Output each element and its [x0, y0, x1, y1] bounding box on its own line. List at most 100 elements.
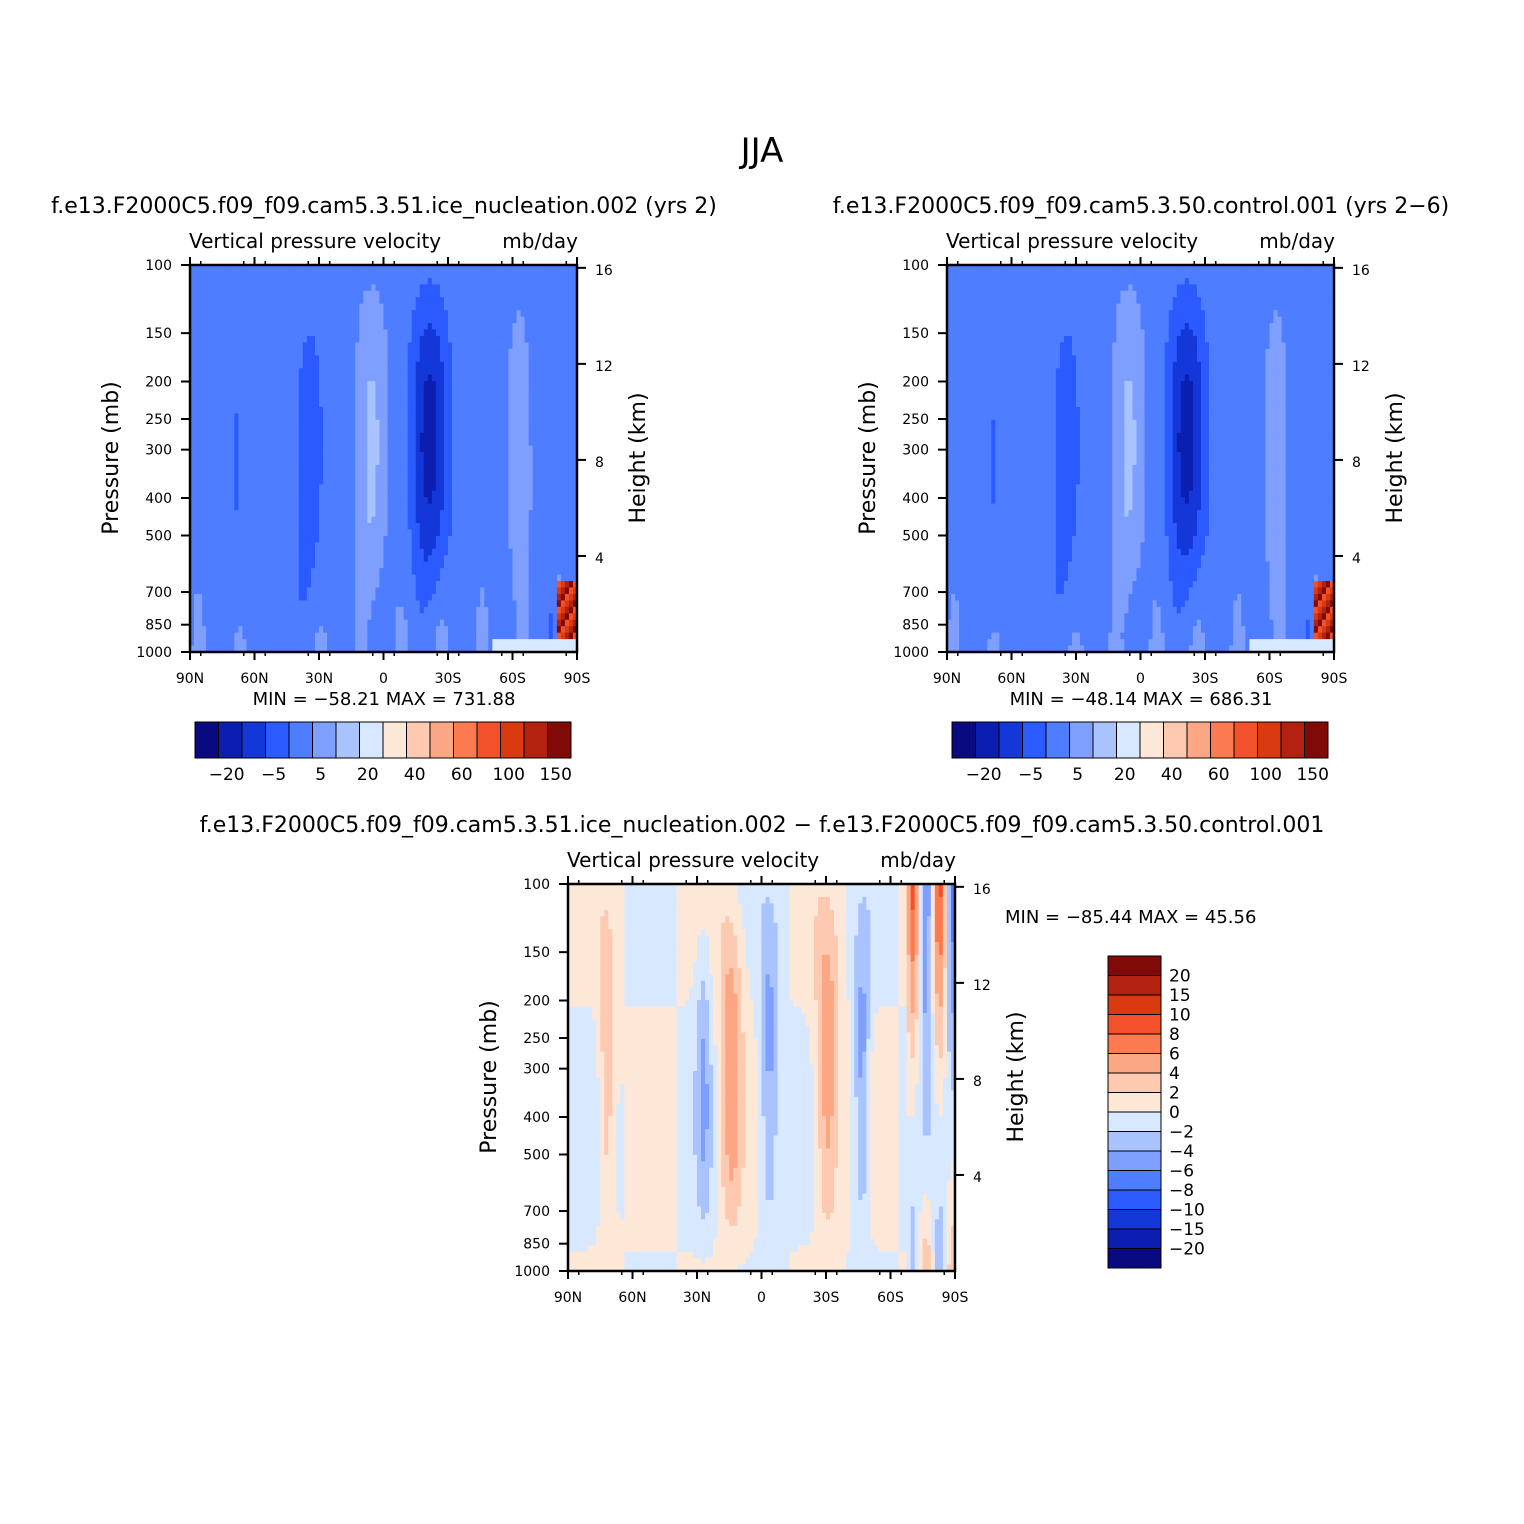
contour-cell — [314, 581, 320, 589]
contour-cell — [266, 368, 272, 376]
contour-cell — [484, 471, 489, 479]
contour-cell — [327, 445, 332, 453]
contour-cell — [258, 348, 264, 356]
contour-cell — [254, 284, 260, 292]
contour-cell — [452, 445, 457, 453]
contour-cell — [480, 284, 485, 292]
contour-cell — [363, 361, 368, 369]
contour-cell — [391, 516, 397, 524]
contour-cell — [484, 310, 489, 318]
contour-cell — [310, 542, 316, 550]
contour-cell — [452, 516, 457, 524]
contour-cell — [504, 387, 510, 395]
contour-cell — [351, 464, 356, 472]
contour-cell — [230, 626, 235, 634]
contour-cell — [355, 548, 360, 556]
contour-cell — [411, 574, 417, 582]
contour-cell — [516, 619, 522, 627]
contour-cell — [258, 555, 264, 563]
contour-cell — [448, 271, 453, 279]
contour-cell — [488, 574, 493, 582]
contour-cell — [516, 348, 522, 356]
contour-cell — [266, 490, 272, 498]
contour-cell — [520, 471, 526, 479]
contour-cell — [464, 484, 469, 492]
contour-cell — [496, 613, 502, 621]
contour-cell — [194, 452, 199, 460]
contour-cell — [194, 432, 199, 440]
contour-cell — [290, 581, 296, 589]
contour-cell — [198, 587, 203, 595]
contour-cell — [339, 503, 344, 511]
contour-cell — [226, 477, 231, 485]
contour-cell — [367, 497, 373, 505]
contour-cell — [202, 464, 207, 472]
contour-cell — [347, 310, 352, 318]
contour-cell — [403, 593, 409, 601]
contour-cell — [306, 271, 312, 279]
contour-cell — [331, 626, 336, 634]
contour-cell — [331, 342, 336, 350]
contour-cell — [198, 529, 203, 537]
contour-cell — [351, 439, 356, 447]
contour-cell — [314, 361, 320, 369]
contour-cell — [415, 381, 421, 389]
contour-cell — [439, 413, 445, 421]
contour-cell — [460, 342, 465, 350]
contour-cell — [206, 471, 211, 479]
contour-cell — [411, 516, 417, 524]
contour-cell — [274, 542, 280, 550]
contour-cell — [234, 484, 239, 492]
contour-cell — [327, 361, 332, 369]
contour-cell — [411, 606, 417, 614]
contour-cell — [480, 548, 485, 556]
contour-cell — [238, 606, 244, 614]
contour-cell — [210, 290, 215, 298]
contour-cell — [210, 561, 215, 569]
contour-cell — [456, 613, 461, 621]
contour-cell — [314, 490, 320, 498]
contour-cell — [431, 381, 437, 389]
contour-cell — [351, 452, 356, 460]
contour-cell — [464, 477, 469, 485]
contour-cell — [242, 413, 248, 421]
contour-cell — [282, 265, 288, 273]
contour-cell — [343, 361, 348, 369]
contour-cell — [496, 497, 502, 505]
contour-cell — [310, 606, 316, 614]
contour-cell — [347, 561, 352, 569]
contour-cell — [323, 574, 328, 582]
contour-cell — [323, 284, 328, 292]
contour-cell — [282, 361, 288, 369]
contour-cell — [198, 265, 203, 273]
contour-cell — [512, 419, 518, 427]
contour-cell — [395, 303, 401, 311]
contour-cell — [298, 613, 304, 621]
contour-cell — [419, 265, 425, 273]
contour-cell — [250, 419, 256, 427]
contour-cell — [286, 368, 292, 376]
contour-cell — [242, 593, 248, 601]
contour-cell — [395, 606, 401, 614]
contour-cell — [399, 477, 405, 485]
contour-cell — [492, 335, 497, 343]
contour-cell — [488, 639, 493, 647]
contour-cell — [314, 419, 320, 427]
contour-cell — [238, 335, 244, 343]
contour-cell — [516, 568, 522, 576]
contour-cell — [504, 400, 510, 408]
contour-cell — [383, 452, 389, 460]
contour-cell — [468, 426, 473, 434]
contour-cell — [496, 310, 502, 318]
contour-cell — [266, 387, 272, 395]
contour-cell — [359, 406, 364, 414]
contour-cell — [472, 400, 477, 408]
contour-cell — [210, 523, 215, 531]
contour-cell — [351, 368, 356, 376]
contour-cell — [298, 452, 304, 460]
contour-cell — [520, 439, 526, 447]
contour-cell — [443, 413, 449, 421]
contour-cell — [391, 452, 397, 460]
contour-cell — [206, 497, 211, 505]
contour-cell — [395, 452, 401, 460]
